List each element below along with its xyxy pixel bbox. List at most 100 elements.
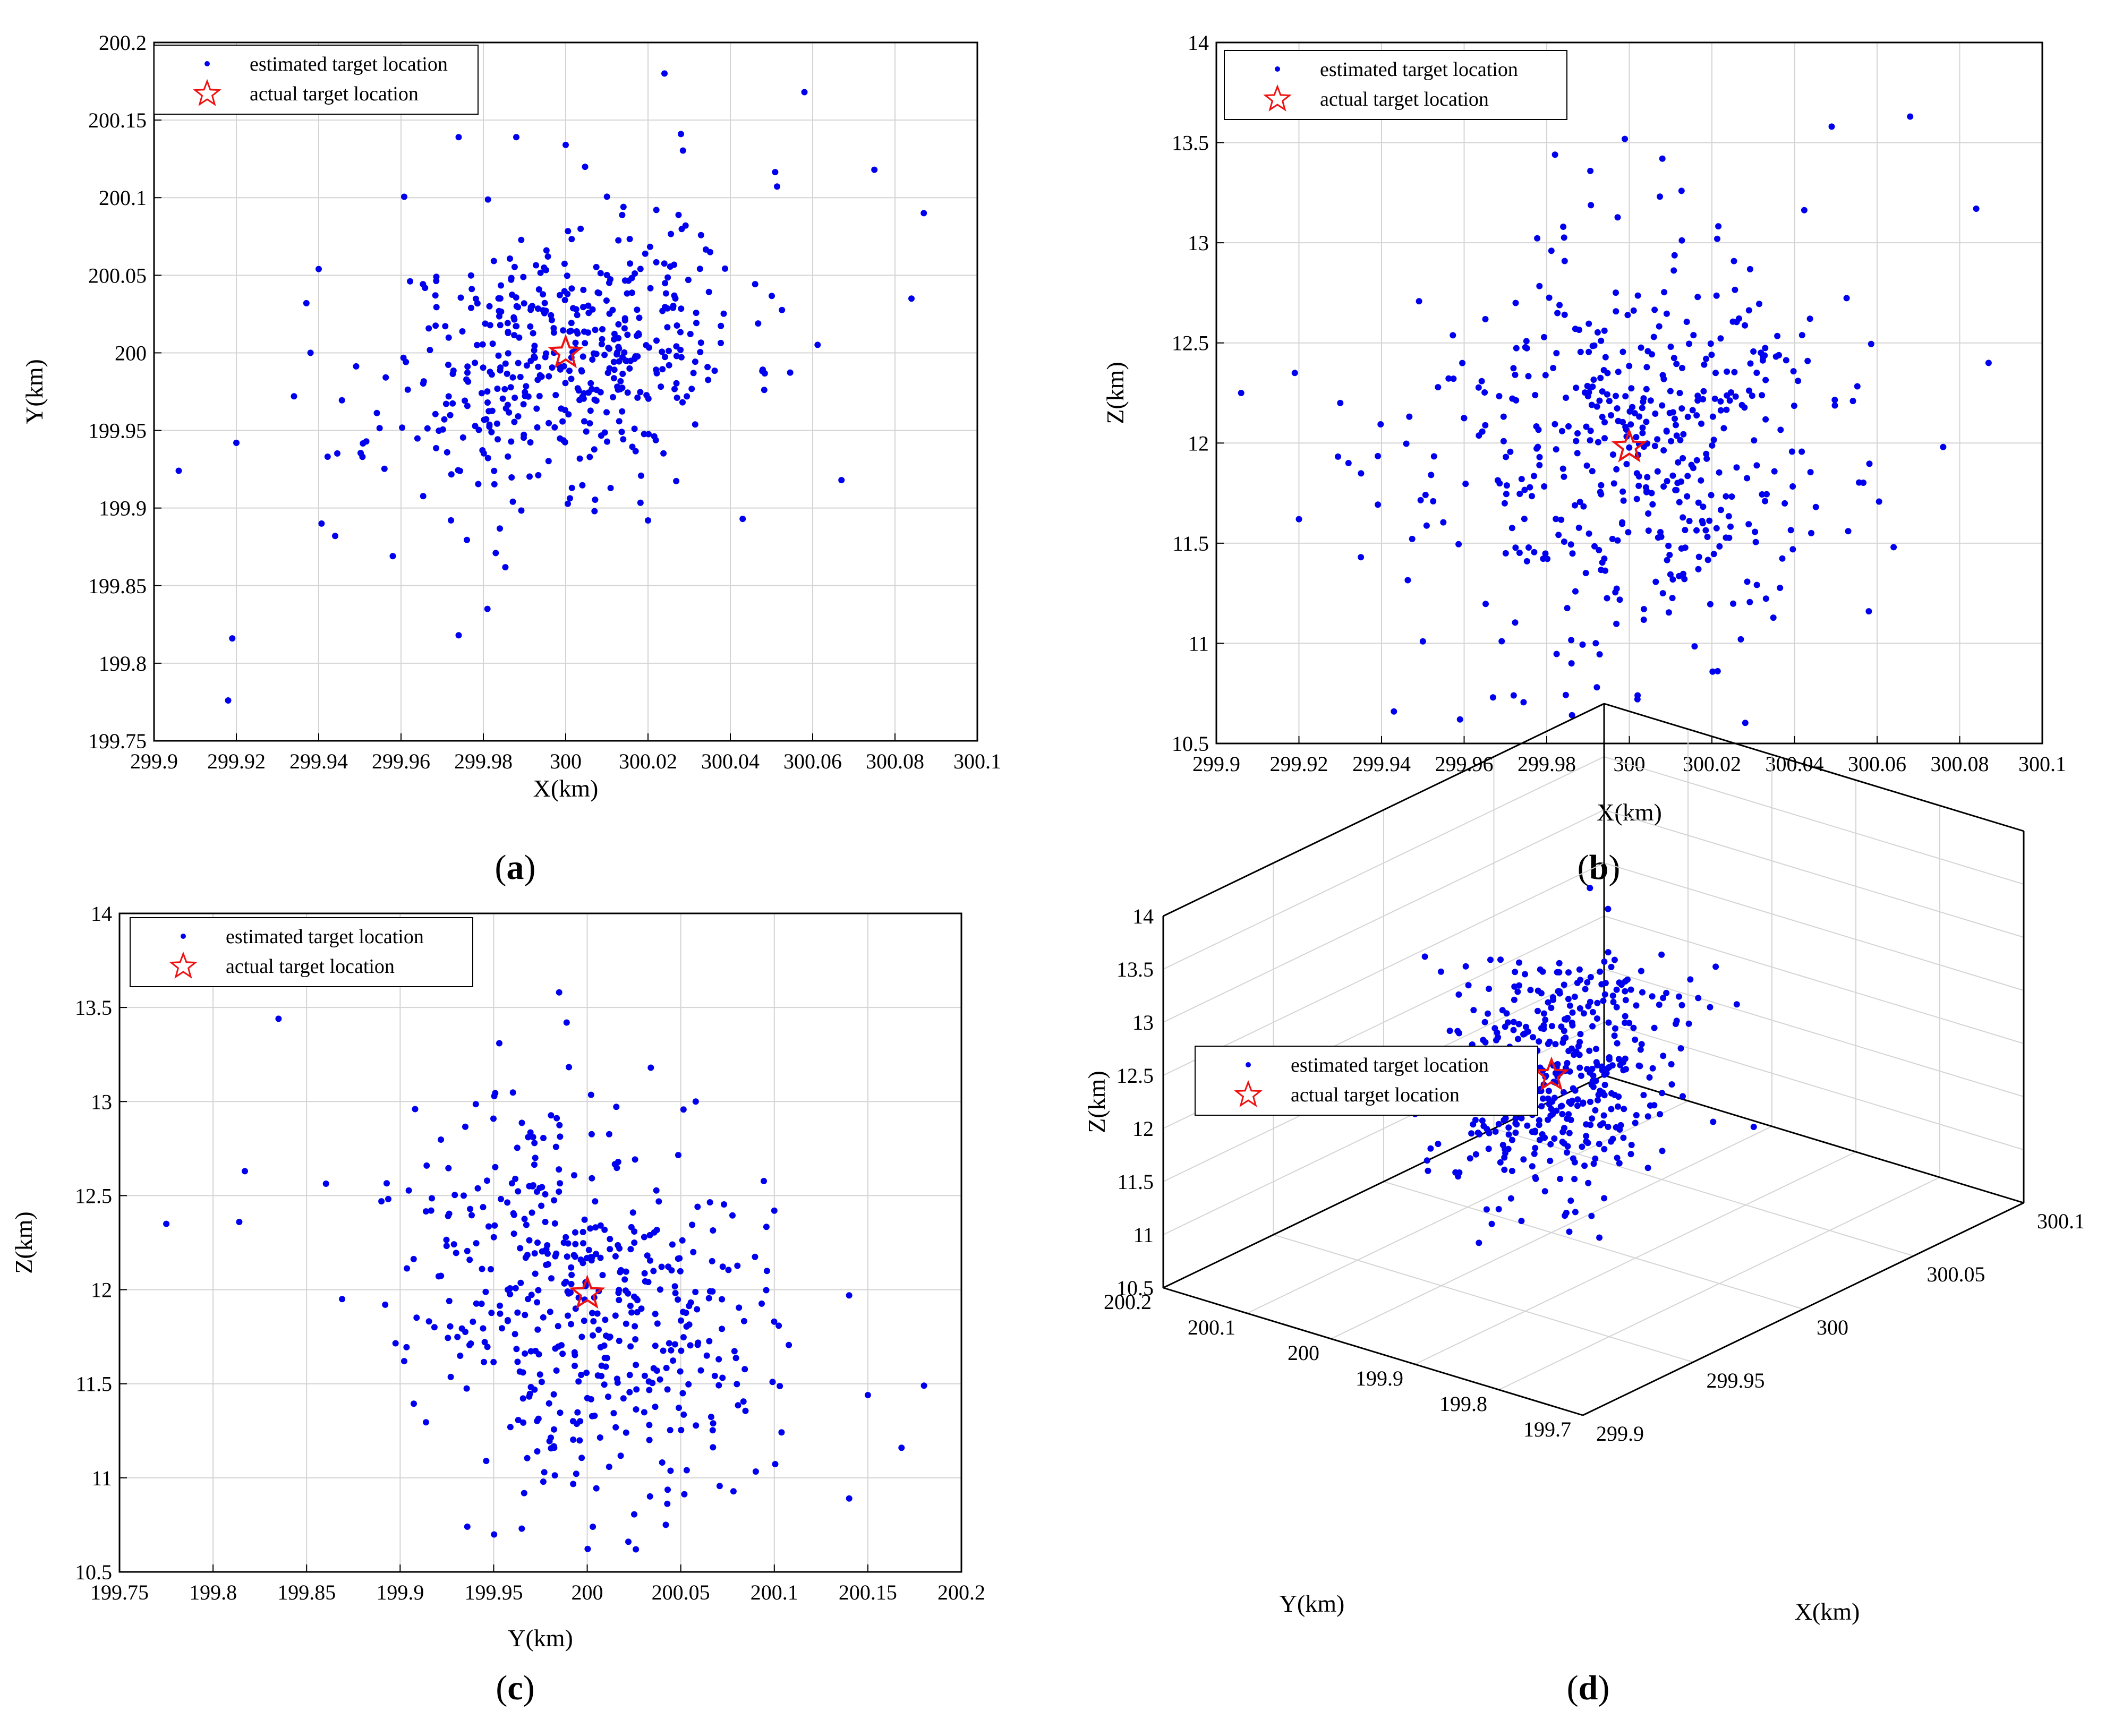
estimated-point <box>1601 1082 1608 1088</box>
panel-d-ztick-label: 12.5 <box>1116 1064 1154 1088</box>
estimated-point <box>620 436 627 443</box>
estimated-point <box>568 1280 575 1287</box>
estimated-point <box>571 1172 577 1179</box>
estimated-point <box>1614 1155 1621 1161</box>
estimated-point <box>1659 1090 1666 1097</box>
estimated-point <box>777 1383 783 1390</box>
estimated-point <box>697 1367 704 1374</box>
estimated-point <box>1831 402 1838 409</box>
estimated-point <box>568 1264 575 1271</box>
estimated-point <box>572 1352 578 1358</box>
estimated-point <box>579 1229 586 1235</box>
estimated-point <box>1698 477 1704 484</box>
estimated-point <box>1564 1059 1571 1066</box>
estimated-point <box>1605 1124 1612 1130</box>
estimated-point <box>518 236 525 243</box>
estimated-point <box>631 1511 637 1518</box>
estimated-point <box>581 328 587 335</box>
panel-c-ytick-label: 11 <box>91 1466 112 1490</box>
estimated-point <box>516 1368 523 1375</box>
estimated-point <box>1531 473 1537 480</box>
estimated-point <box>582 340 589 347</box>
estimated-point <box>1663 310 1670 317</box>
estimated-point <box>624 331 631 338</box>
estimated-point <box>1564 1149 1570 1156</box>
estimated-point <box>1746 387 1752 394</box>
estimated-point <box>1787 527 1794 534</box>
estimated-point <box>1577 1031 1584 1038</box>
estimated-point <box>1703 455 1710 462</box>
panel-c-xtick-label: 199.95 <box>464 1580 523 1604</box>
estimated-point <box>1560 1089 1567 1096</box>
estimated-point <box>545 1400 552 1407</box>
estimated-point <box>1601 991 1608 998</box>
estimated-point <box>735 1402 741 1409</box>
estimated-point <box>771 1318 778 1325</box>
estimated-point <box>1588 384 1595 391</box>
estimated-point <box>1598 491 1605 498</box>
estimated-point <box>1831 397 1838 404</box>
estimated-point <box>1558 1102 1565 1109</box>
estimated-point <box>1698 420 1704 427</box>
estimated-point <box>525 1134 532 1141</box>
estimated-point <box>621 315 628 322</box>
estimated-point <box>521 1490 527 1496</box>
panel-d-ztick-label: 11 <box>1133 1223 1154 1247</box>
estimated-point <box>490 258 497 264</box>
estimated-point <box>1462 963 1469 970</box>
estimated-point <box>1511 996 1518 1003</box>
estimated-point <box>680 1411 687 1418</box>
estimated-point <box>568 484 575 491</box>
panel-a-xtick-label: 299.94 <box>289 749 348 773</box>
estimated-point <box>1586 1047 1593 1054</box>
estimated-point <box>652 1404 659 1410</box>
estimated-point <box>1637 1046 1644 1053</box>
estimated-point <box>1561 1028 1567 1034</box>
estimated-point <box>1553 446 1559 453</box>
estimated-point <box>565 1312 571 1319</box>
estimated-point <box>474 1185 481 1192</box>
estimated-point <box>489 340 496 347</box>
panel-b-ytick-label: 14 <box>1188 31 1209 55</box>
estimated-point <box>631 1293 637 1300</box>
estimated-point <box>1540 1025 1547 1032</box>
estimated-point <box>436 427 442 434</box>
panel-d-ztick-label: 13 <box>1132 1011 1154 1034</box>
estimated-point <box>579 353 586 360</box>
estimated-point <box>761 1178 767 1184</box>
estimated-point <box>507 1285 514 1292</box>
estimated-point <box>615 344 622 350</box>
estimated-point <box>1456 716 1463 723</box>
estimated-point <box>543 247 550 254</box>
estimated-point <box>1667 344 1674 350</box>
estimated-point <box>1498 638 1505 645</box>
estimated-point <box>616 1338 623 1344</box>
estimated-point <box>275 1015 282 1022</box>
estimated-point <box>1638 1041 1645 1048</box>
estimated-point <box>651 1229 658 1236</box>
estimated-point <box>657 1376 663 1383</box>
estimated-point <box>642 1278 649 1285</box>
estimated-point <box>1634 696 1641 703</box>
estimated-point <box>620 203 627 210</box>
panel-d-zlabel: Z(km) <box>1083 1071 1110 1133</box>
estimated-point <box>1713 292 1720 299</box>
estimated-point <box>504 1199 511 1206</box>
estimated-point <box>1678 405 1685 412</box>
panel-a-xy-scatter: 299.9 299.92 299.94 299.96 299.98 300 300.02 30… <box>21 31 1001 887</box>
estimated-point <box>1419 638 1426 645</box>
estimated-point <box>1614 214 1621 221</box>
estimated-point <box>565 1290 572 1297</box>
estimated-point <box>623 1268 629 1275</box>
estimated-point <box>1605 905 1612 912</box>
estimated-point <box>1572 588 1579 595</box>
estimated-point <box>674 322 680 329</box>
estimated-point <box>590 1524 596 1530</box>
estimated-point <box>607 485 614 491</box>
estimated-point <box>1704 534 1711 540</box>
estimated-point <box>1593 684 1600 691</box>
estimated-point <box>488 1266 494 1272</box>
estimated-point <box>710 1420 717 1427</box>
estimated-point <box>1602 354 1609 361</box>
estimated-point <box>1425 1167 1431 1174</box>
